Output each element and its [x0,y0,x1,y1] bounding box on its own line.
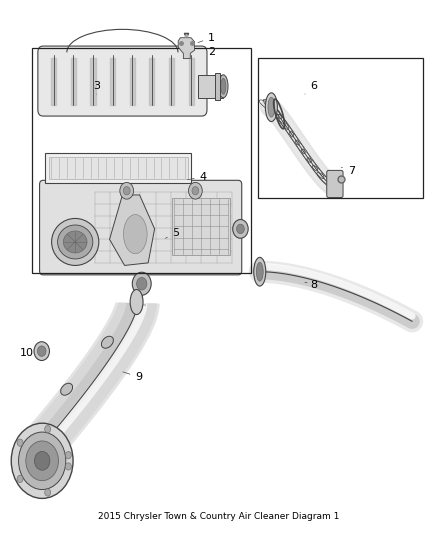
Bar [172,198,230,255]
Ellipse shape [60,383,73,395]
Bar [45,152,191,183]
Text: 4: 4 [187,172,207,182]
FancyBboxPatch shape [327,171,343,198]
Circle shape [34,342,49,360]
Text: 3: 3 [93,82,100,94]
Circle shape [132,272,151,295]
Bar [258,58,423,198]
FancyBboxPatch shape [39,180,242,275]
Polygon shape [110,195,155,265]
Circle shape [123,187,130,195]
Ellipse shape [254,257,266,286]
Circle shape [26,441,58,481]
Circle shape [233,220,248,238]
Text: 7: 7 [341,166,355,176]
Ellipse shape [102,336,113,348]
Text: 1: 1 [198,33,215,43]
FancyBboxPatch shape [38,46,207,116]
Ellipse shape [265,93,277,122]
Bar [215,72,220,100]
Ellipse shape [130,289,143,314]
Ellipse shape [221,78,226,94]
Circle shape [65,451,71,459]
Text: 2: 2 [196,47,215,58]
Circle shape [45,425,51,433]
Circle shape [120,182,134,199]
Ellipse shape [124,214,147,254]
Circle shape [45,489,51,496]
Circle shape [137,278,147,290]
Bar [32,48,251,273]
Circle shape [17,439,23,446]
Circle shape [192,187,199,195]
Text: 5: 5 [166,228,180,238]
Ellipse shape [58,225,93,259]
Text: 9: 9 [123,372,142,382]
Text: 2015 Chrysler Town & Country Air Cleaner Diagram 1: 2015 Chrysler Town & Country Air Cleaner… [98,512,340,521]
Circle shape [11,423,73,498]
Circle shape [35,451,50,470]
Bar [198,75,223,98]
Text: 6: 6 [305,82,317,94]
Circle shape [237,224,244,233]
Ellipse shape [256,262,263,281]
Text: 8: 8 [305,280,317,290]
Circle shape [37,346,46,357]
Polygon shape [178,38,194,59]
Circle shape [17,475,23,482]
Bar [49,157,187,179]
Ellipse shape [52,219,99,265]
Circle shape [65,463,71,470]
Text: 10: 10 [20,348,39,358]
Ellipse shape [268,97,275,117]
Circle shape [188,182,202,199]
Ellipse shape [219,75,228,98]
Ellipse shape [64,231,87,253]
Circle shape [18,432,66,489]
